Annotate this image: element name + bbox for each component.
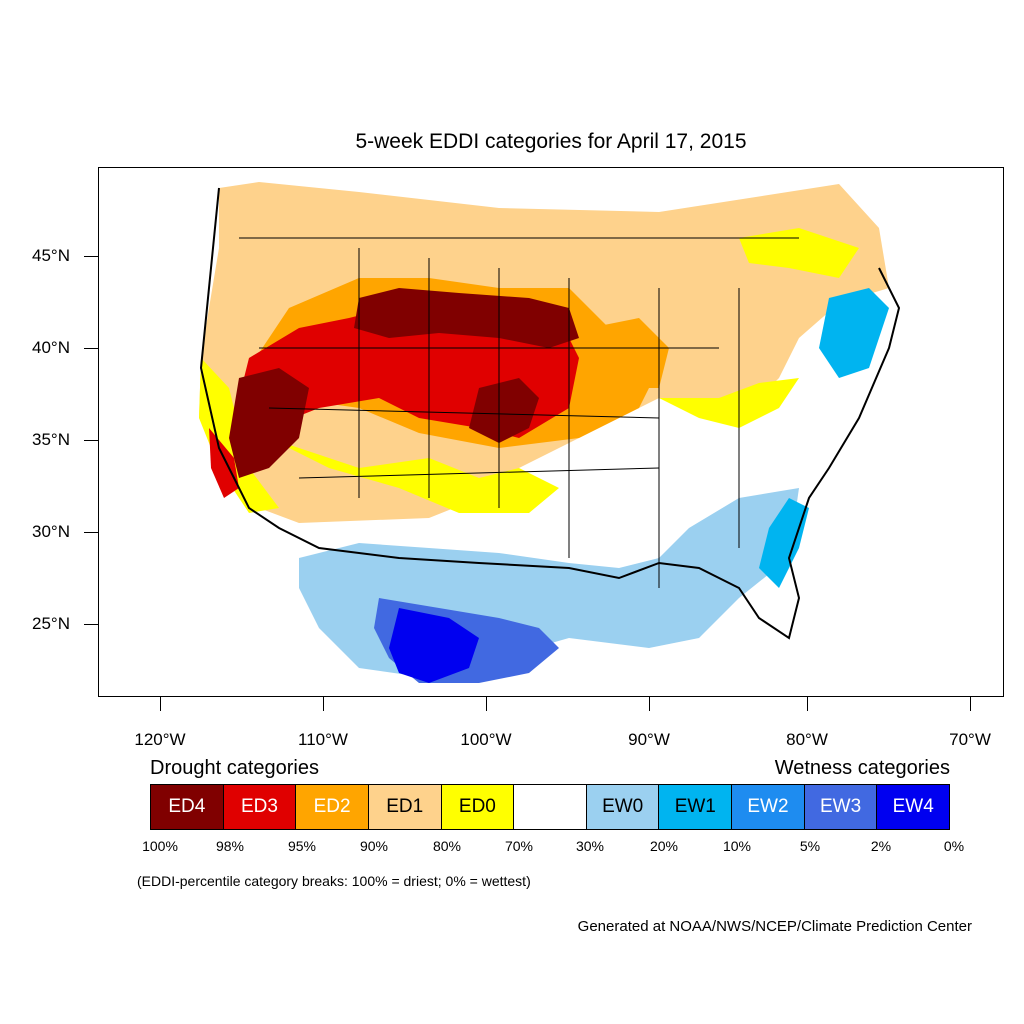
state-borders — [239, 237, 799, 588]
legend-box-ew1: EW1 — [659, 785, 733, 829]
lat-label-30: 30°N — [32, 522, 70, 541]
legend-label: ED2 — [313, 796, 351, 817]
break-label: 2% — [870, 838, 892, 854]
break-label: 90% — [359, 838, 389, 854]
lon-label-100w: 100°W — [460, 730, 512, 749]
ed0-south-plains — [269, 438, 559, 513]
break-label: 5% — [799, 838, 821, 854]
lat-label-45: 45°N — [32, 246, 70, 265]
lat-tick — [84, 532, 98, 533]
legend-box-ew4: EW4 — [877, 785, 950, 829]
break-label: 95% — [287, 838, 317, 854]
eddi-map — [98, 167, 1004, 697]
lon-label-120w: 120°W — [134, 730, 186, 749]
lon-label-90w: 90°W — [628, 730, 670, 749]
ed4-kansas-nebraska — [469, 378, 539, 443]
break-label: 100% — [142, 838, 178, 854]
lon-tick — [649, 697, 650, 711]
lat-label-35: 35°N — [32, 430, 70, 449]
ew1-southeast-coast — [759, 498, 809, 588]
legend-box-ew3: EW3 — [804, 785, 878, 829]
legend-box-ed2: ED2 — [296, 785, 369, 829]
legend-label: EW1 — [674, 796, 716, 817]
legend-label: EW0 — [602, 796, 644, 817]
legend-label: EW3 — [819, 796, 862, 817]
legend-label: ED3 — [240, 796, 278, 817]
legend-label: ED1 — [386, 796, 424, 817]
lat-tick — [84, 348, 98, 349]
drought-categories-title: Drought categories — [150, 757, 319, 779]
break-label: 20% — [649, 838, 679, 854]
legend-box-ed3: ED3 — [223, 785, 297, 829]
legend-label: ED0 — [458, 796, 496, 817]
break-label: 80% — [432, 838, 462, 854]
legend-box-ed4: ED4 — [151, 785, 224, 829]
lat-tick — [84, 624, 98, 625]
legend-box-ed0: ED0 — [441, 785, 515, 829]
category-breaks-note: (EDDI-percentile category breaks: 100% =… — [137, 873, 531, 889]
ed3-california-coast — [209, 428, 239, 498]
category-legend: ED4 ED3 ED2 ED1 ED0 EW0 EW1 EW2 EW3 EW4 — [150, 784, 950, 830]
lon-label-110w: 110°W — [298, 730, 348, 749]
lat-tick — [84, 440, 98, 441]
ed2-iowa-wisconsin — [589, 318, 669, 388]
ed0-ohio-valley — [659, 378, 799, 428]
break-label: 98% — [215, 838, 245, 854]
break-label: 30% — [575, 838, 605, 854]
legend-label: ED4 — [168, 796, 206, 817]
ew1-new-england — [819, 288, 889, 378]
lon-tick — [807, 697, 808, 711]
legend-label: EW4 — [892, 796, 934, 817]
legend-box-ew2: EW2 — [732, 785, 805, 829]
credit-line: Generated at NOAA/NWS/NCEP/Climate Predi… — [577, 918, 972, 935]
wetness-categories-title: Wetness categories — [774, 757, 950, 779]
lon-tick — [160, 697, 161, 711]
legend-box-ew0: EW0 — [586, 785, 660, 829]
legend-box-normal — [514, 785, 587, 829]
lat-label-40: 40°N — [32, 338, 70, 357]
ed0-northeast — [739, 228, 859, 278]
map-title: 5-week EDDI categories for April 17, 201… — [355, 130, 747, 153]
legend-box-ed1: ED1 — [368, 785, 442, 829]
lon-tick — [323, 697, 324, 711]
coastline — [199, 187, 901, 640]
break-label: 0% — [943, 838, 965, 854]
ew4-northern-mexico — [389, 608, 479, 683]
ed4-great-basin — [229, 368, 309, 478]
break-label: 10% — [722, 838, 752, 854]
lon-label-70w: 70°W — [949, 730, 991, 749]
lon-tick — [486, 697, 487, 711]
legend-label: EW2 — [747, 796, 789, 817]
ed4-dakotas — [354, 288, 579, 348]
lon-tick — [970, 697, 971, 711]
break-label: 70% — [504, 838, 534, 854]
lat-tick — [84, 256, 98, 257]
lon-label-80w: 80°W — [786, 730, 828, 749]
lat-label-25: 25°N — [32, 614, 70, 633]
